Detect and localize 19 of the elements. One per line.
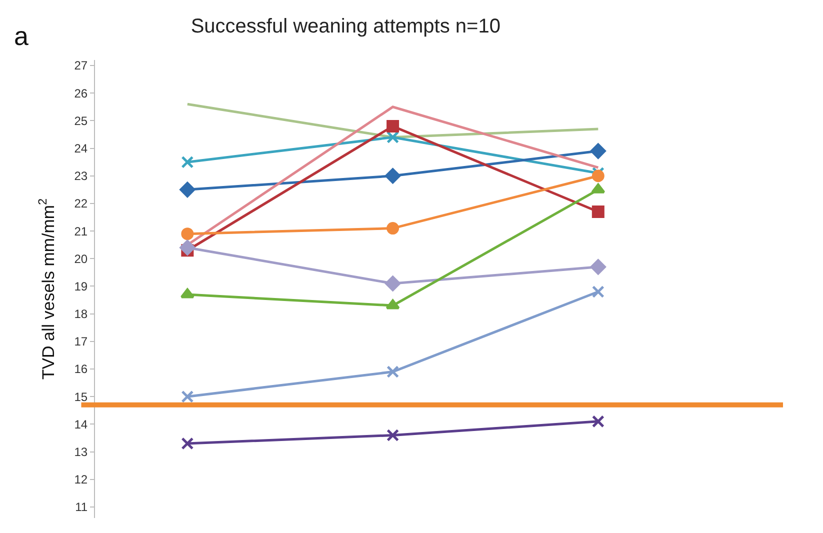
y-tick-label: 13 [74,444,88,459]
y-tick-label: 17 [74,334,88,349]
y-tick-label: 22 [74,196,88,211]
y-tick-label: 11 [75,500,88,514]
y-tick-label: 24 [74,141,88,156]
y-tick-label: 25 [74,114,88,128]
y-tick-label: 18 [74,307,88,322]
y-tick-label: 26 [74,86,88,100]
y-tick-label: 23 [74,169,88,184]
y-tick-label: 16 [74,362,88,376]
y-tick-label: 12 [74,472,88,487]
y-tick-label: 19 [74,279,88,294]
y-tick-label: 20 [74,252,88,266]
y-tick-label: 21 [74,224,88,238]
text: a [14,21,29,51]
chart-title: Successful weaning attempts n=10 [190,16,500,38]
y-tick-label: 14 [74,417,88,432]
y-tick-label: 27 [74,58,88,73]
y-tick-label: 15 [74,390,88,404]
